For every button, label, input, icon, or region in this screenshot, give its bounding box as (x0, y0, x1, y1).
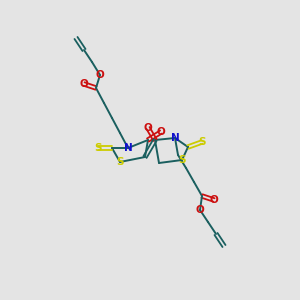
Text: O: O (210, 195, 218, 205)
Text: O: O (80, 79, 88, 89)
Text: S: S (178, 155, 186, 165)
Text: S: S (116, 157, 124, 167)
Text: O: O (196, 205, 204, 215)
Text: N: N (171, 133, 179, 143)
Text: O: O (96, 70, 104, 80)
Text: O: O (144, 123, 152, 133)
Text: S: S (94, 143, 102, 153)
Text: S: S (198, 137, 206, 147)
Text: O: O (157, 127, 165, 137)
Text: N: N (124, 143, 132, 153)
